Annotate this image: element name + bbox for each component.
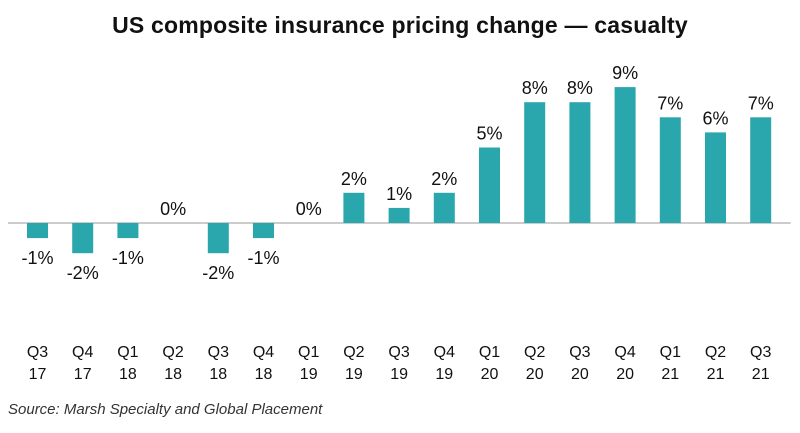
data-label-7: 2% xyxy=(341,169,367,189)
tick-label-year-12: 20 xyxy=(571,366,589,383)
tick-label-quarter-13: Q4 xyxy=(614,344,635,361)
tick-label-quarter-4: Q3 xyxy=(208,344,229,361)
tick-label-year-9: 19 xyxy=(435,366,453,383)
bar-2 xyxy=(117,223,139,239)
tick-label-year-8: 19 xyxy=(390,366,408,383)
chart-title: US composite insurance pricing change — … xyxy=(112,12,688,38)
tick-label-quarter-0: Q3 xyxy=(27,344,48,361)
bar-12 xyxy=(569,102,591,223)
bar-14 xyxy=(659,117,681,223)
tick-label-quarter-10: Q1 xyxy=(479,344,500,361)
bar-7 xyxy=(343,192,365,223)
data-label-5: -1% xyxy=(247,248,279,268)
tick-label-year-5: 18 xyxy=(255,366,273,383)
tick-label-year-14: 21 xyxy=(661,366,679,383)
tick-label-quarter-15: Q2 xyxy=(705,344,726,361)
data-label-8: 1% xyxy=(386,184,412,204)
data-label-9: 2% xyxy=(431,169,457,189)
source-note: Source: Marsh Specialty and Global Place… xyxy=(8,401,323,418)
data-label-12: 8% xyxy=(567,78,593,98)
tick-label-year-4: 18 xyxy=(209,366,227,383)
bar-4 xyxy=(207,223,229,254)
tick-label-year-11: 20 xyxy=(526,366,544,383)
tick-label-quarter-8: Q3 xyxy=(388,344,409,361)
tick-label-quarter-7: Q2 xyxy=(343,344,364,361)
bar-15 xyxy=(705,132,726,223)
tick-label-year-3: 18 xyxy=(164,366,182,383)
bar-13 xyxy=(614,87,636,223)
data-label-1: -2% xyxy=(67,263,99,283)
bar-9 xyxy=(433,192,455,223)
bar-chart: -1% Q3 17 -2% Q4 17 -1% Q1 18 0% Q2 18 -2% Q3 18 -1% Q4 1… xyxy=(8,63,791,383)
tick-label-year-16: 21 xyxy=(752,366,770,383)
data-label-10: 5% xyxy=(476,124,502,144)
tick-label-year-7: 19 xyxy=(345,366,363,383)
data-label-4: -2% xyxy=(202,263,234,283)
tick-label-year-2: 18 xyxy=(119,366,137,383)
tick-label-quarter-11: Q2 xyxy=(524,344,545,361)
tick-label-quarter-5: Q4 xyxy=(253,344,274,361)
bar-11 xyxy=(524,102,546,223)
bar-8 xyxy=(388,207,410,223)
data-label-3: 0% xyxy=(160,199,186,219)
tick-label-year-13: 20 xyxy=(616,366,634,383)
data-label-14: 7% xyxy=(657,93,683,113)
data-label-16: 7% xyxy=(748,93,774,113)
tick-label-year-10: 20 xyxy=(481,366,499,383)
data-label-6: 0% xyxy=(296,199,322,219)
data-label-11: 8% xyxy=(522,78,548,98)
data-label-13: 9% xyxy=(612,63,638,83)
bar-16 xyxy=(750,117,772,223)
tick-label-quarter-3: Q2 xyxy=(162,344,183,361)
data-label-15: 6% xyxy=(702,108,728,128)
data-label-0: -1% xyxy=(21,248,53,268)
tick-label-quarter-2: Q1 xyxy=(117,344,138,361)
tick-label-quarter-12: Q3 xyxy=(569,344,590,361)
bar-0 xyxy=(27,223,48,239)
bar-10 xyxy=(479,147,500,223)
tick-label-year-15: 21 xyxy=(707,366,725,383)
tick-label-year-0: 17 xyxy=(29,366,47,383)
tick-label-year-6: 19 xyxy=(300,366,318,383)
tick-label-quarter-9: Q4 xyxy=(434,344,455,361)
bar-5 xyxy=(253,223,274,239)
tick-label-quarter-14: Q1 xyxy=(660,344,681,361)
tick-label-quarter-16: Q3 xyxy=(750,344,771,361)
bar-1 xyxy=(72,223,94,254)
tick-label-year-1: 17 xyxy=(74,366,92,383)
data-label-2: -1% xyxy=(112,248,144,268)
tick-label-quarter-6: Q1 xyxy=(298,344,319,361)
tick-label-quarter-1: Q4 xyxy=(72,344,93,361)
